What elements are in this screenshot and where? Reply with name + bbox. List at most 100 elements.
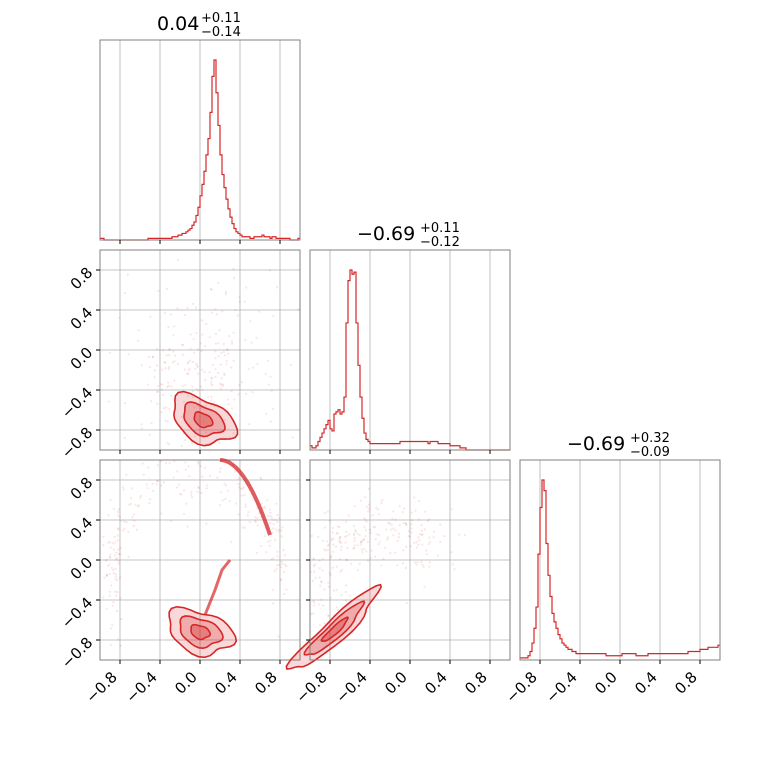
scatter-point — [193, 435, 196, 438]
scatter-point — [105, 574, 109, 577]
scatter-point — [363, 538, 366, 541]
scatter-point — [173, 360, 176, 363]
scatter-point — [221, 383, 224, 386]
scatter-point — [320, 580, 323, 583]
scatter-point — [345, 520, 348, 523]
scatter-point — [141, 462, 144, 465]
scatter-point — [321, 539, 325, 542]
scatter-point — [354, 529, 357, 532]
scatter-point — [331, 526, 334, 530]
scatter-point — [197, 462, 200, 465]
scatter-point — [121, 486, 125, 489]
scatter-point — [194, 367, 197, 370]
scatter-point — [320, 580, 323, 584]
title-median-1: −0.69 — [357, 223, 415, 245]
scatter-point — [283, 592, 286, 596]
scatter-point — [450, 508, 454, 511]
scatter-point — [243, 526, 247, 529]
scatter-point — [165, 354, 169, 357]
scatter-point — [415, 546, 419, 549]
scatter-point — [183, 314, 187, 317]
scatter-point — [131, 516, 134, 519]
scatter-point — [222, 350, 226, 354]
scatter-point — [190, 441, 193, 444]
scatter-point — [123, 292, 126, 295]
scatter-point — [230, 366, 233, 369]
scatter-point — [214, 350, 217, 353]
gridlines-2-2 — [539, 460, 701, 660]
scatter-point — [161, 368, 164, 371]
scatter-point — [123, 520, 126, 523]
scatter-point — [411, 519, 414, 522]
scatter-point — [130, 487, 133, 490]
scatter-point — [340, 545, 343, 548]
scatter-point — [422, 565, 425, 568]
scatter-point — [217, 342, 220, 345]
scatter-point — [270, 516, 273, 519]
scatter-point — [197, 389, 200, 392]
scatter-point — [137, 504, 140, 507]
gridlines-2-1 — [310, 460, 510, 660]
contour-mid-0 — [183, 401, 226, 438]
scatter-point — [323, 526, 327, 529]
scatter-point — [345, 534, 349, 537]
scatter-point — [205, 323, 208, 326]
scatter-point — [347, 514, 350, 517]
scatter-point — [380, 564, 383, 567]
tick-label-y: 0.0 — [67, 554, 97, 584]
scatter-point — [423, 528, 427, 531]
scatter-point — [128, 503, 131, 506]
scatter-point — [209, 474, 212, 478]
scatter-point — [115, 594, 118, 597]
scatter-point — [136, 505, 140, 508]
scatter-point — [336, 608, 339, 612]
scatter-point — [404, 522, 408, 525]
scatter-point — [401, 510, 404, 514]
scatter-point — [263, 535, 266, 538]
scatter-point — [168, 348, 171, 351]
scatter-point — [329, 557, 332, 560]
tick-label-x: 0.0 — [171, 668, 201, 698]
scatter-point — [164, 367, 167, 370]
scatter-point — [366, 559, 370, 562]
scatter-point — [361, 540, 364, 543]
scatter-point — [322, 604, 325, 607]
scatter-point — [326, 548, 329, 551]
scatter-point — [463, 534, 467, 537]
scatter-point — [109, 627, 113, 630]
scatter-point — [176, 470, 179, 473]
scatter-point — [118, 553, 122, 556]
tick-label-x: 0.0 — [381, 668, 411, 698]
scatter-point — [183, 439, 187, 442]
scatter-point — [336, 532, 339, 535]
scatter-point — [330, 554, 333, 557]
scatter-point — [321, 557, 324, 560]
scatter-point — [153, 375, 156, 379]
scatter-point — [241, 487, 244, 490]
scatter-point — [280, 578, 283, 581]
scatter-point — [125, 521, 128, 524]
contour-inner-0 — [193, 411, 214, 429]
scatter-point — [285, 565, 288, 568]
scatter-point — [238, 296, 241, 299]
scatter-point — [370, 549, 373, 552]
title-lower-2: −0.09 — [630, 445, 670, 460]
scatter-point — [206, 396, 210, 399]
scatter-point — [227, 403, 230, 406]
scatter-point — [353, 537, 356, 540]
scatter-point — [108, 590, 111, 593]
scatter-point — [418, 500, 421, 503]
scatter-point — [218, 441, 221, 445]
scatter-point — [220, 377, 223, 380]
scatter-point — [374, 525, 377, 529]
scatter-point — [329, 555, 332, 559]
scatter-point — [375, 533, 378, 536]
scatter-point — [381, 499, 384, 502]
scatter-point — [166, 381, 170, 384]
scatter-point — [310, 613, 313, 616]
scatter-point — [208, 336, 211, 339]
scatter-point — [196, 490, 199, 493]
scatter-point — [176, 486, 179, 489]
scatter-point — [117, 508, 120, 511]
scatter-point — [248, 422, 251, 426]
